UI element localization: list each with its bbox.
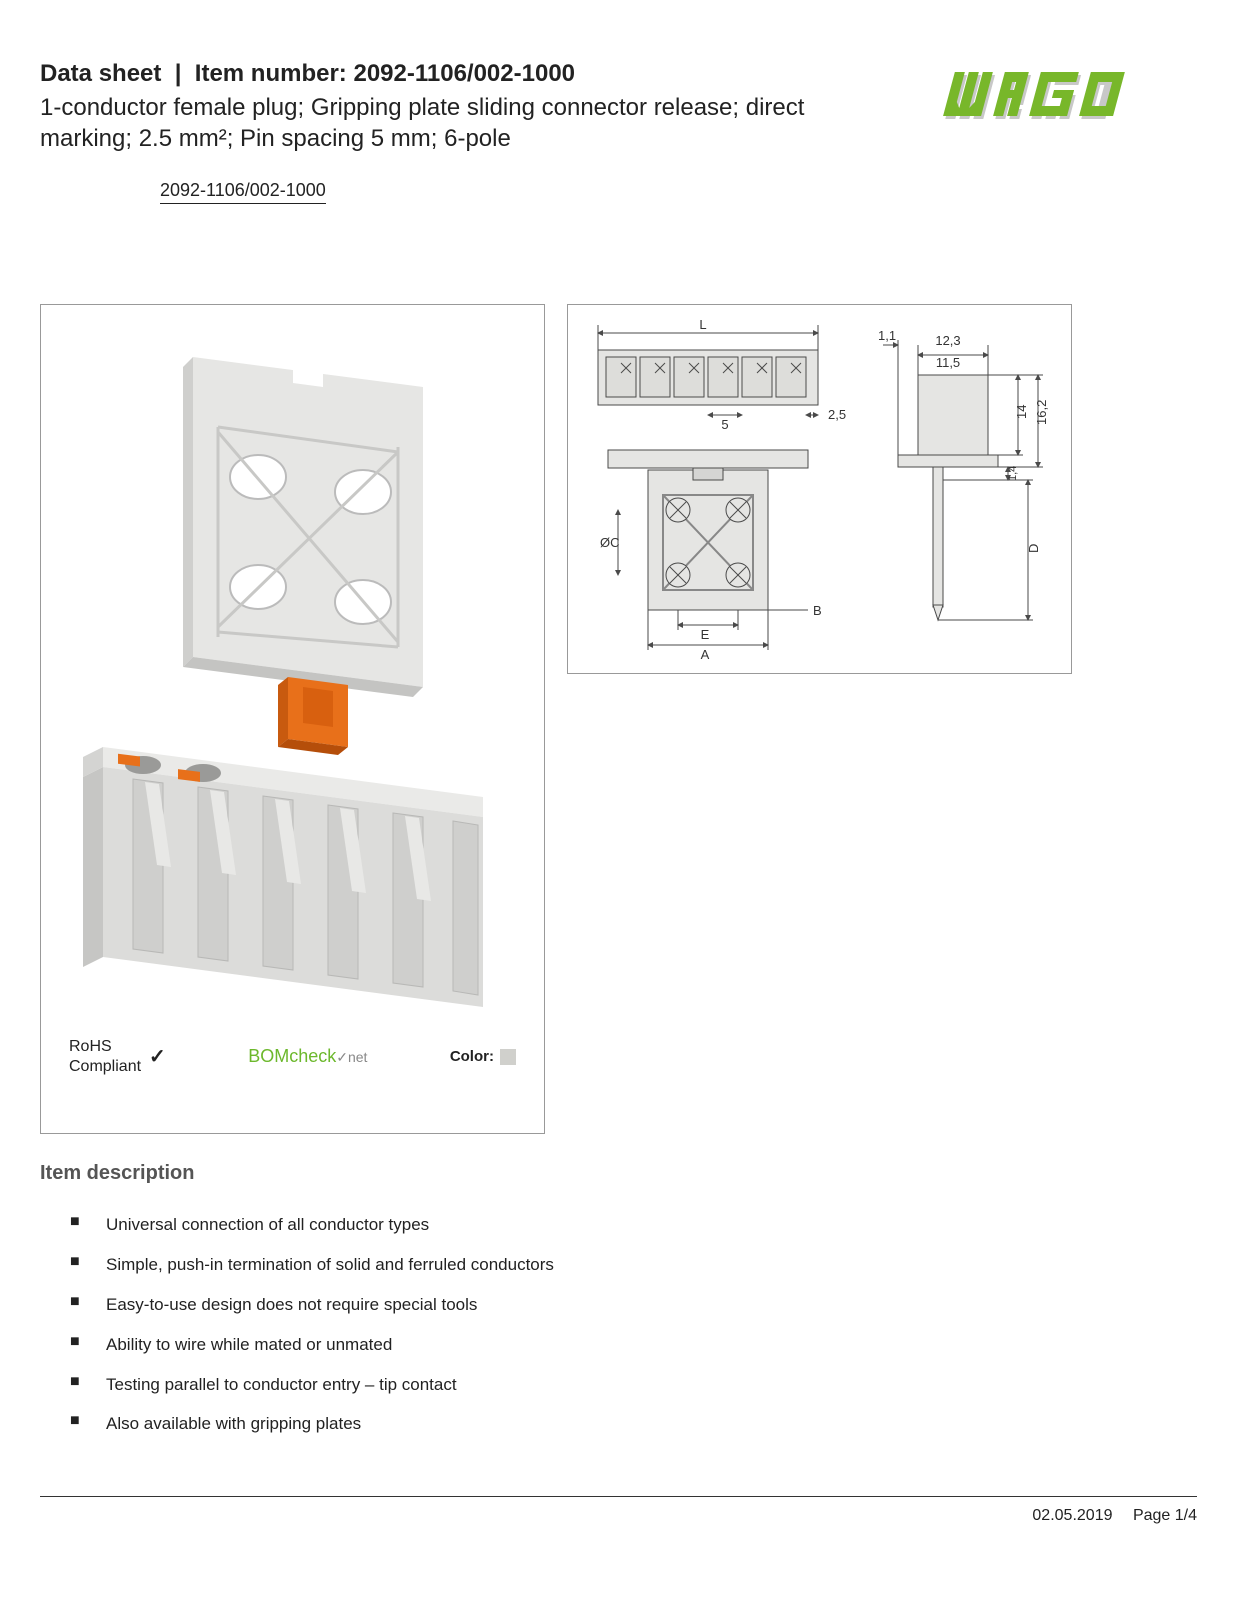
svg-text:ØC: ØC [600,535,620,550]
title-line: Data sheet | Item number: 2092-1106/002-… [40,60,917,88]
page-footer: 02.05.2019 Page 1/4 [40,1496,1197,1525]
color-label: Color: [450,1048,516,1065]
rohs-line2: Compliant [69,1057,141,1076]
svg-text:5: 5 [721,417,728,432]
item-label: Item number: [195,60,347,87]
svg-text:1,4: 1,4 [1007,466,1019,481]
header-text-block: Data sheet | Item number: 2092-1106/002-… [40,60,917,154]
color-swatch [500,1049,516,1065]
list-item: Simple, push-in termination of solid and… [70,1253,1197,1277]
check-icon: ✓ [149,1044,166,1069]
svg-text:14: 14 [1014,405,1029,419]
svg-text:L: L [699,317,706,332]
rohs-line1: RoHS [69,1037,141,1056]
svg-text:B: B [813,603,822,618]
list-item: Universal connection of all conductor ty… [70,1213,1197,1237]
wago-logo [937,64,1197,129]
rohs-badge: RoHS Compliant ✓ [69,1037,166,1075]
svg-text:11,5: 11,5 [936,355,960,370]
images-row: RoHS Compliant ✓ BOMcheck✓net Color: [40,304,1197,1134]
product-footer: RoHS Compliant ✓ BOMcheck✓net Color: [53,1037,532,1075]
technical-diagram: L 5 2,5 [578,315,1063,665]
description-list: Universal connection of all conductor ty… [40,1213,1197,1436]
svg-text:A: A [701,647,710,662]
footer-page: Page 1/4 [1133,1507,1197,1524]
diagram-box: L 5 2,5 [567,304,1072,674]
bomcheck-badge: BOMcheck✓net [248,1046,367,1067]
list-item: Testing parallel to conductor entry – ti… [70,1373,1197,1397]
svg-text:1,1: 1,1 [878,328,896,343]
list-item: Also available with gripping plates [70,1412,1197,1436]
list-item: Ability to wire while mated or unmated [70,1333,1197,1357]
item-number: 2092-1106/002-1000 [353,60,575,87]
list-item: Easy-to-use design does not require spec… [70,1293,1197,1317]
svg-text:2,5: 2,5 [828,407,846,422]
subtitle: 1-conductor female plug; Gripping plate … [40,92,820,154]
footer-date: 02.05.2019 [1032,1507,1112,1524]
svg-text:D: D [1026,544,1041,553]
part-number-link[interactable]: 2092-1106/002-1000 [160,180,326,204]
svg-text:16,2: 16,2 [1034,400,1049,425]
svg-text:E: E [701,627,710,642]
product-image-box: RoHS Compliant ✓ BOMcheck✓net Color: [40,304,545,1134]
product-render [53,317,532,1037]
page-header: Data sheet | Item number: 2092-1106/002-… [40,60,1197,154]
svg-text:12,3: 12,3 [935,333,960,348]
datasheet-label: Data sheet [40,60,161,87]
section-title: Item description [40,1162,1197,1185]
